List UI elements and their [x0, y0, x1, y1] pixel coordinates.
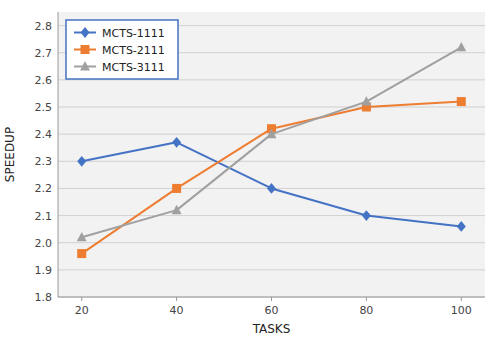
y-axis-line	[58, 12, 59, 297]
grid-line	[58, 269, 485, 270]
x-tick	[366, 297, 367, 301]
legend-box	[66, 20, 178, 79]
data-point	[77, 232, 87, 241]
x-tick	[81, 297, 82, 301]
y-tick-label: 2.7	[35, 47, 53, 60]
y-tick-label: 2.4	[35, 128, 53, 141]
x-tick	[271, 297, 272, 301]
data-point	[77, 249, 86, 258]
data-point	[362, 210, 371, 221]
plot-background	[58, 12, 485, 297]
y-tick-label: 1.8	[35, 291, 53, 304]
grid-line	[58, 215, 485, 216]
x-axis-line	[58, 297, 485, 298]
y-tick-label: 2.0	[35, 237, 53, 250]
legend-marker	[81, 45, 90, 54]
y-tick-label: 2.1	[35, 210, 53, 223]
data-point	[456, 42, 466, 51]
data-point	[361, 96, 371, 105]
y-tick-label: 2.6	[35, 74, 53, 87]
data-point	[267, 183, 276, 194]
y-tick-label: 2.5	[35, 101, 53, 114]
legend-marker	[81, 27, 90, 38]
x-tick	[461, 297, 462, 301]
data-point	[457, 221, 466, 232]
data-point	[172, 137, 181, 148]
legend-label: MCTS-3111	[102, 61, 165, 74]
x-tick	[176, 297, 177, 301]
legend-label: MCTS-1111	[102, 27, 165, 40]
y-tick-label: 2.2	[35, 182, 53, 195]
legend: MCTS-1111 MCTS-2111 MCTS-3111	[66, 20, 178, 79]
grid-line	[58, 242, 485, 243]
grid-line	[58, 107, 485, 108]
grid-line	[58, 297, 485, 298]
x-tick-label: 20	[75, 304, 89, 317]
series-line	[82, 102, 462, 254]
y-tick-label: 1.9	[35, 264, 53, 277]
x-tick-label: 100	[451, 304, 472, 317]
grid-line	[58, 161, 485, 162]
legend-label: MCTS-2111	[102, 44, 165, 57]
y-axis-label: SPEEDUP	[3, 127, 17, 182]
x-tick-label: 80	[359, 304, 373, 317]
legend-marker	[80, 61, 90, 70]
data-point	[457, 97, 466, 106]
data-point	[267, 129, 277, 138]
data-point	[172, 184, 181, 193]
x-axis-label: TASKS	[252, 322, 291, 336]
x-tick-label: 60	[265, 304, 279, 317]
y-tick-label: 2.8	[35, 20, 53, 33]
data-point	[77, 156, 86, 167]
data-point	[172, 205, 182, 214]
y-tick-label: 2.3	[35, 155, 53, 168]
x-tick-label: 40	[170, 304, 184, 317]
